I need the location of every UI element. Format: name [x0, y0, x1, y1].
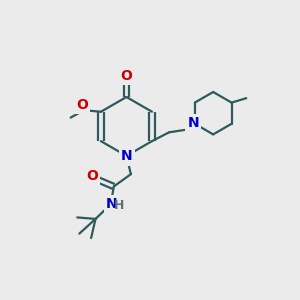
Text: N: N: [188, 116, 199, 130]
Text: O: O: [76, 98, 88, 112]
Text: N: N: [106, 196, 117, 211]
Text: H: H: [114, 199, 124, 212]
Text: O: O: [86, 169, 98, 184]
Text: O: O: [121, 69, 132, 83]
Text: N: N: [121, 149, 133, 164]
